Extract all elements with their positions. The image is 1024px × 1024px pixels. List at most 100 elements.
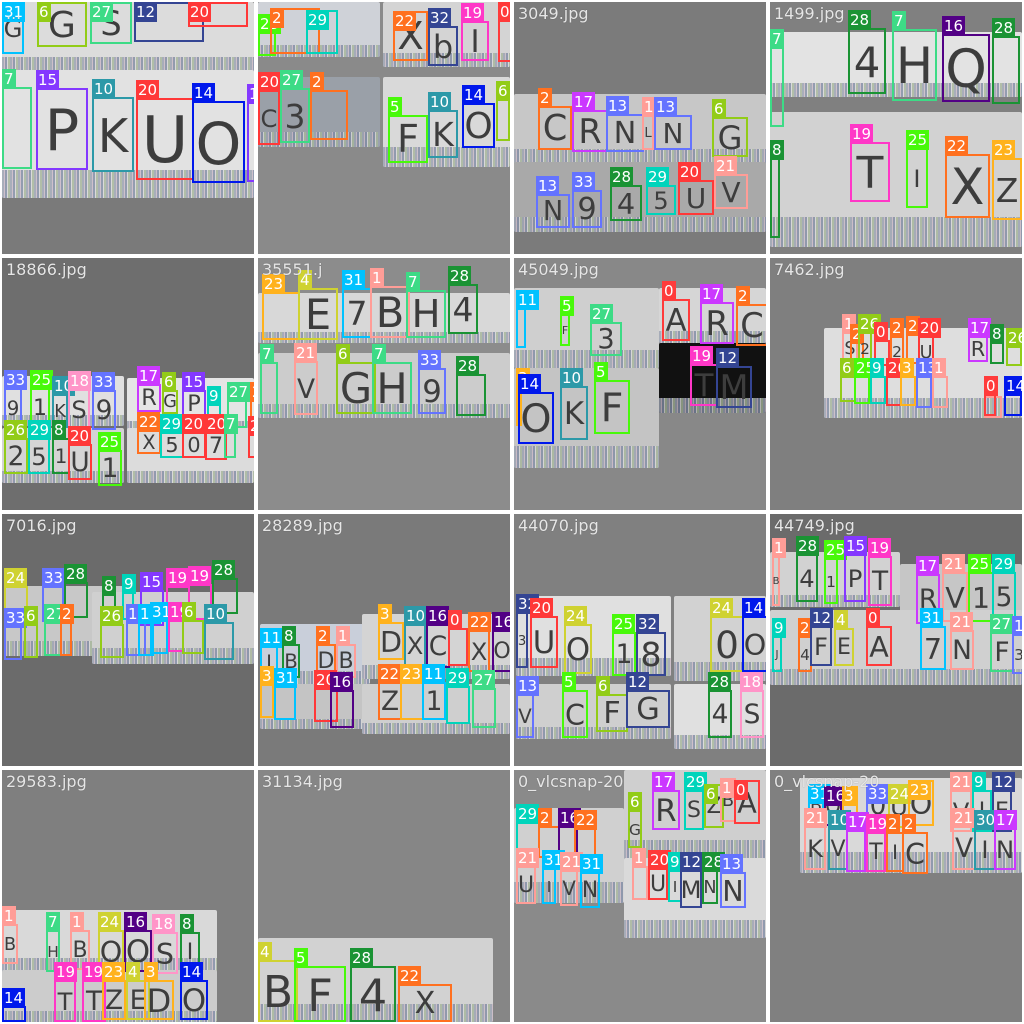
plate-character: 9 — [422, 373, 442, 410]
plate-character: 1 — [425, 686, 443, 718]
bounding-box: O 24 — [564, 606, 592, 674]
mosaic-tile: 29 2 16 22 U 21 I 31 V 21 N 31 G 6 R 17 S 29 Z 6 B 1 A 0 1 U 20 I 9 M… — [514, 770, 766, 1022]
bounding-box: Z 22 — [378, 664, 402, 720]
class-label-tag: 17 — [916, 556, 940, 576]
class-label-tag: 27 — [90, 2, 114, 22]
bounding-box: 0 — [448, 610, 468, 666]
plate-character: O — [464, 105, 493, 147]
mosaic-tile: I 11 B 8 D 2 B 1 D 3 X 10 C 16 0 X 22 O 16 3 31 20 16 Z 22 23 1 11 2… — [258, 514, 510, 766]
bounding-box: 2 — [310, 72, 348, 140]
bounding-box: 7 31 — [920, 608, 946, 670]
mosaic-tile: 933125K10S18933R17G6P15927222652918U2012… — [2, 258, 254, 510]
class-label-tag: 17 — [137, 366, 161, 386]
class-label-tag: 25 — [968, 554, 992, 574]
plate-character: I — [672, 877, 678, 896]
class-label-tag: 3 — [378, 604, 392, 624]
bounding-box: 14 — [2, 988, 26, 1022]
bounding-box: N 21 — [950, 612, 974, 670]
license-plate-crop — [770, 112, 1022, 247]
plate-character: F — [561, 324, 569, 338]
class-label-tag: 29 — [646, 167, 670, 187]
bounding-box: 1 25 — [612, 614, 636, 676]
tile-filename: 35551.j — [262, 260, 323, 279]
plate-character: 3 — [284, 97, 306, 137]
bounding-box: T 19 — [850, 124, 890, 202]
tile-filename: 0_vlcsnap-20 — [774, 772, 880, 791]
plate-character: B — [284, 650, 298, 674]
class-label-tag: 25 — [612, 614, 636, 634]
class-label-tag: 23 — [102, 962, 126, 982]
plate-character: X — [406, 631, 424, 660]
plate-noise-stripe — [770, 668, 1022, 685]
class-label-tag: 15 — [844, 536, 868, 556]
class-label-tag: 8 — [990, 324, 1004, 344]
plate-character: 5 — [31, 442, 47, 471]
class-label-tag: 0 — [498, 2, 510, 22]
plate-character: 1 — [54, 445, 68, 469]
class-label-tag: 13 — [720, 854, 744, 874]
bounding-box: K 10 — [560, 368, 588, 440]
class-label-tag: 23 — [908, 780, 932, 800]
class-label-tag: 17 — [700, 284, 724, 304]
plate-character: 4 — [853, 37, 881, 87]
bounding-box: 7 20 — [205, 414, 229, 460]
class-label-tag: 2 — [538, 808, 552, 828]
bounding-box: V 21 — [952, 808, 976, 870]
plate-character: O — [493, 639, 510, 665]
bounding-box: O 14 — [180, 962, 208, 1020]
plate-character: T — [856, 147, 884, 199]
bounding-box: 11 — [516, 290, 540, 348]
class-label-tag: 17 — [846, 812, 870, 832]
class-label-tag: 10 — [204, 604, 228, 624]
bounding-box: 5 29 — [28, 420, 52, 474]
bounding-box: I 31 — [542, 850, 566, 904]
plate-character: T — [57, 987, 73, 1016]
class-label-tag: 1 — [2, 906, 16, 926]
tile-filename: 45049.jpg — [518, 260, 599, 279]
bounding-box: P 15 — [36, 70, 88, 170]
plate-character: 5 — [165, 433, 179, 458]
class-label-tag: 1 — [720, 778, 734, 798]
bounding-box: T 19 — [54, 962, 78, 1022]
plate-character: N — [581, 878, 599, 904]
bounding-box: V 21 — [942, 554, 968, 622]
license-plate-crop — [362, 684, 510, 734]
plate-character: 4 — [799, 564, 815, 593]
plate-character: 9 — [6, 397, 20, 421]
class-label-tag: 13 — [1012, 616, 1022, 636]
class-label-tag: 28 — [702, 852, 726, 872]
class-label-tag: 3 — [260, 666, 274, 686]
mosaic-tile: B31O163033U24O23V21I9E12K21V1017T19I2C2V… — [770, 770, 1022, 1022]
class-label-tag: 32 — [428, 8, 452, 28]
class-label-tag: 9 — [772, 618, 786, 638]
class-label-tag: 8 — [102, 576, 116, 596]
class-label-tag: 1 — [932, 358, 946, 378]
bounding-box: R 17 — [652, 772, 680, 830]
class-label-tag: 22 — [398, 966, 422, 986]
bounding-box: 2 26 — [4, 420, 28, 474]
bounding-box: X 22 — [398, 966, 452, 1022]
bounding-box: 7 — [2, 69, 32, 169]
plate-noise-stripe — [362, 723, 510, 734]
bounding-box: 3 27 — [280, 70, 310, 143]
bounding-box: T 19 — [866, 814, 890, 872]
bounding-box: 0 — [874, 322, 890, 366]
class-label-tag: 0 — [448, 610, 462, 630]
plate-character: S — [687, 798, 701, 824]
bounding-box: 27 — [472, 670, 496, 728]
bounding-box: O 24 — [98, 912, 124, 972]
class-label-tag: 10 — [404, 606, 428, 626]
bounding-box: 3 — [260, 666, 274, 718]
plate-noise-stripe — [624, 920, 766, 938]
plate-character: H — [895, 37, 934, 96]
class-label-tag: 19 — [868, 538, 892, 558]
bounding-box: 2 — [60, 604, 74, 656]
bounding-box: S 18 — [68, 371, 92, 429]
class-label-tag: 28 — [708, 672, 732, 692]
class-label-tag: 29 — [992, 554, 1016, 574]
plate-character: 7 — [346, 294, 368, 334]
class-label-tag: 2 — [906, 316, 920, 336]
